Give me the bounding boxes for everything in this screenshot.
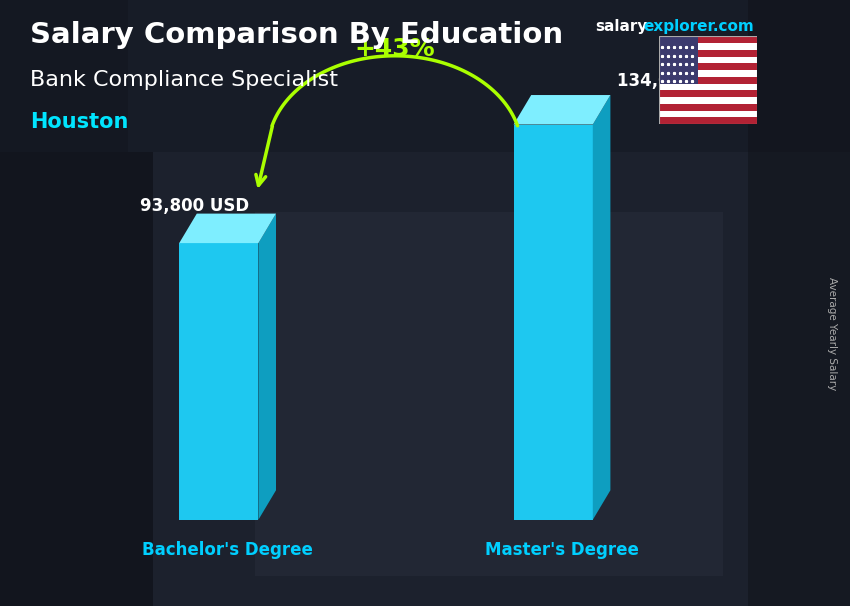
- Bar: [659, 43, 756, 50]
- Polygon shape: [592, 95, 610, 520]
- Text: Master's Degree: Master's Degree: [485, 541, 639, 559]
- Text: Average Yearly Salary: Average Yearly Salary: [827, 277, 837, 390]
- Bar: [748, 0, 850, 606]
- Bar: [659, 104, 756, 111]
- Polygon shape: [179, 213, 276, 243]
- Bar: [0, 0, 850, 152]
- Text: 93,800 USD: 93,800 USD: [140, 197, 250, 215]
- Bar: [659, 56, 756, 64]
- Text: 134,000 USD: 134,000 USD: [616, 72, 737, 90]
- Bar: [659, 70, 756, 77]
- Text: +43%: +43%: [354, 37, 435, 61]
- Text: explorer.com: explorer.com: [643, 19, 754, 35]
- Bar: [0, 152, 153, 606]
- Bar: [659, 97, 756, 104]
- Bar: [255, 212, 722, 576]
- Bar: [659, 77, 756, 84]
- Text: Houston: Houston: [30, 112, 128, 132]
- Bar: [659, 64, 756, 70]
- Bar: [659, 36, 698, 84]
- Text: Bank Compliance Specialist: Bank Compliance Specialist: [30, 70, 337, 90]
- Bar: [0, 0, 128, 152]
- Bar: [659, 90, 756, 97]
- Text: Salary Comparison By Education: Salary Comparison By Education: [30, 21, 563, 49]
- Polygon shape: [513, 95, 610, 124]
- Polygon shape: [513, 124, 592, 520]
- Bar: [659, 36, 756, 43]
- Bar: [659, 84, 756, 90]
- Bar: [659, 50, 756, 56]
- Bar: [659, 111, 756, 118]
- Text: Bachelor's Degree: Bachelor's Degree: [142, 541, 313, 559]
- Polygon shape: [179, 243, 258, 520]
- Bar: [659, 118, 756, 124]
- Text: salary: salary: [595, 19, 648, 35]
- Polygon shape: [258, 213, 276, 520]
